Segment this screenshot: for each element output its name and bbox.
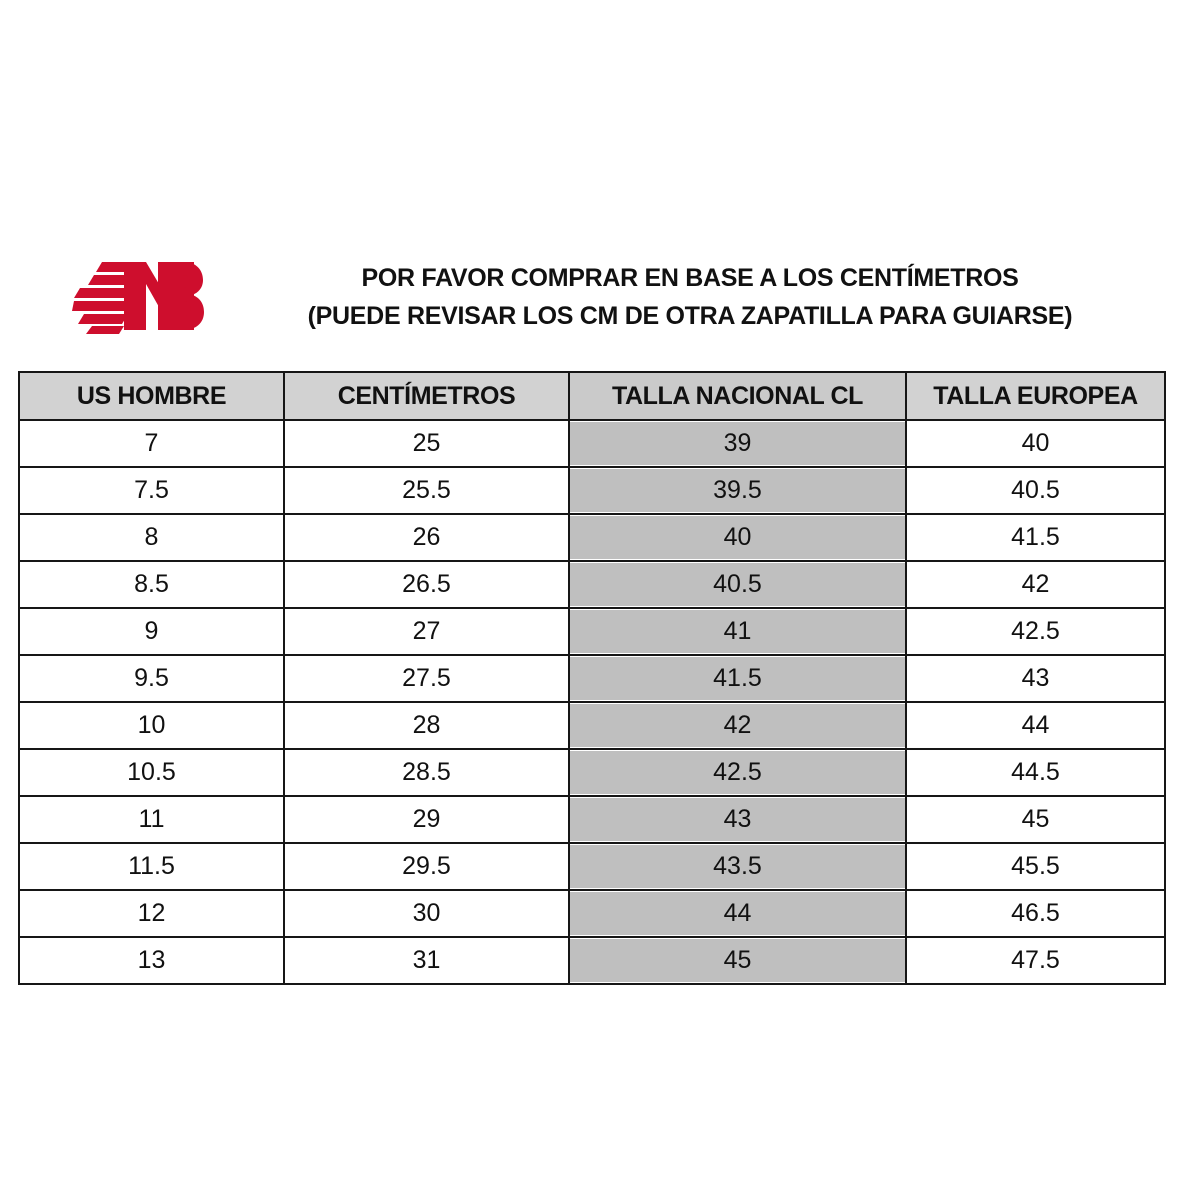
table-cell: 13 xyxy=(18,936,285,985)
new-balance-logo xyxy=(72,254,204,334)
table-header-row: US HOMBRE CENTÍMETROS TALLA NACIONAL CL … xyxy=(18,371,1166,421)
table-cell: 27.5 xyxy=(283,654,570,703)
header-text-block: POR FAVOR COMPRAR EN BASE A LOS CENTÍMET… xyxy=(250,248,1130,346)
table-row: 13 31 45 47.5 xyxy=(18,936,1166,985)
table-row: 9 27 41 42.5 xyxy=(18,607,1166,656)
table-cell: 42 xyxy=(905,560,1166,609)
table-cell: 25 xyxy=(283,419,570,468)
table-cell: 29 xyxy=(283,795,570,844)
highlighted-cell-value: 45 xyxy=(570,939,905,982)
highlighted-cell-value: 42 xyxy=(570,704,905,747)
table-row: 10.5 28.5 42.5 44.5 xyxy=(18,748,1166,797)
table-cell: 45 xyxy=(568,936,907,985)
table-cell: 9 xyxy=(18,607,285,656)
highlighted-cell-value: 43.5 xyxy=(570,845,905,888)
table-row: 12 30 44 46.5 xyxy=(18,889,1166,938)
table-cell: 44 xyxy=(568,889,907,938)
table-cell: 43 xyxy=(905,654,1166,703)
column-header-centimetros: CENTÍMETROS xyxy=(283,371,570,421)
table-row: 9.5 27.5 41.5 43 xyxy=(18,654,1166,703)
table-cell: 43 xyxy=(568,795,907,844)
table-row: 8.5 26.5 40.5 42 xyxy=(18,560,1166,609)
chart-header: POR FAVOR COMPRAR EN BASE A LOS CENTÍMET… xyxy=(0,248,1200,346)
table-cell: 44.5 xyxy=(905,748,1166,797)
table-cell: 11 xyxy=(18,795,285,844)
table-cell: 44 xyxy=(905,701,1166,750)
table-cell: 41.5 xyxy=(568,654,907,703)
header-line-2: (PUEDE REVISAR LOS CM DE OTRA ZAPATILLA … xyxy=(307,302,1073,330)
highlighted-cell-value: 42.5 xyxy=(570,751,905,794)
table-cell: 41.5 xyxy=(905,513,1166,562)
table-cell: 8 xyxy=(18,513,285,562)
table-cell: 27 xyxy=(283,607,570,656)
table-cell: 42.5 xyxy=(905,607,1166,656)
table-cell: 45.5 xyxy=(905,842,1166,891)
new-balance-logo-icon xyxy=(72,262,204,334)
highlighted-cell-value: 40.5 xyxy=(570,563,905,606)
table-cell: 43.5 xyxy=(568,842,907,891)
table-row: 7 25 39 40 xyxy=(18,419,1166,468)
table-cell: 42 xyxy=(568,701,907,750)
table-cell: 46.5 xyxy=(905,889,1166,938)
size-table-wrapper: US HOMBRE CENTÍMETROS TALLA NACIONAL CL … xyxy=(18,371,1166,985)
table-cell: 28 xyxy=(283,701,570,750)
column-header-us-hombre: US HOMBRE xyxy=(18,371,285,421)
table-row: 11 29 43 45 xyxy=(18,795,1166,844)
table-cell: 10.5 xyxy=(18,748,285,797)
table-cell: 40.5 xyxy=(568,560,907,609)
highlighted-cell-value: 40 xyxy=(570,516,905,559)
table-cell: 39.5 xyxy=(568,466,907,515)
column-header-talla-europea: TALLA EUROPEA xyxy=(905,371,1166,421)
header-line-1: POR FAVOR COMPRAR EN BASE A LOS CENTÍMET… xyxy=(361,264,1019,292)
table-cell: 7.5 xyxy=(18,466,285,515)
table-cell: 40.5 xyxy=(905,466,1166,515)
highlighted-cell-value: 39 xyxy=(570,422,905,465)
table-cell: 47.5 xyxy=(905,936,1166,985)
size-table: US HOMBRE CENTÍMETROS TALLA NACIONAL CL … xyxy=(18,371,1166,985)
table-cell: 41 xyxy=(568,607,907,656)
size-table-body: 7 25 39 40 7.5 25.5 39.5 40.5 8 26 40 41.5 8.5 26.5 40… xyxy=(18,419,1166,985)
highlighted-cell-value: 41.5 xyxy=(570,657,905,700)
highlighted-cell-value: 43 xyxy=(570,798,905,841)
table-cell: 42.5 xyxy=(568,748,907,797)
table-cell: 25.5 xyxy=(283,466,570,515)
table-cell: 28.5 xyxy=(283,748,570,797)
table-cell: 10 xyxy=(18,701,285,750)
table-cell: 7 xyxy=(18,419,285,468)
table-cell: 31 xyxy=(283,936,570,985)
table-cell: 9.5 xyxy=(18,654,285,703)
table-cell: 30 xyxy=(283,889,570,938)
highlighted-cell-value: 41 xyxy=(570,610,905,653)
table-cell: 12 xyxy=(18,889,285,938)
table-row: 10 28 42 44 xyxy=(18,701,1166,750)
table-cell: 40 xyxy=(905,419,1166,468)
table-cell: 26 xyxy=(283,513,570,562)
size-table-head: US HOMBRE CENTÍMETROS TALLA NACIONAL CL … xyxy=(18,371,1166,421)
table-row: 7.5 25.5 39.5 40.5 xyxy=(18,466,1166,515)
table-cell: 8.5 xyxy=(18,560,285,609)
table-cell: 11.5 xyxy=(18,842,285,891)
table-cell: 45 xyxy=(905,795,1166,844)
highlighted-cell-value: 44 xyxy=(570,892,905,935)
table-row: 11.5 29.5 43.5 45.5 xyxy=(18,842,1166,891)
column-header-talla-nacional-cl: TALLA NACIONAL CL xyxy=(568,371,907,421)
table-row: 8 26 40 41.5 xyxy=(18,513,1166,562)
highlighted-cell-value: 39.5 xyxy=(570,469,905,512)
table-cell: 40 xyxy=(568,513,907,562)
table-cell: 39 xyxy=(568,419,907,468)
table-cell: 26.5 xyxy=(283,560,570,609)
table-cell: 29.5 xyxy=(283,842,570,891)
